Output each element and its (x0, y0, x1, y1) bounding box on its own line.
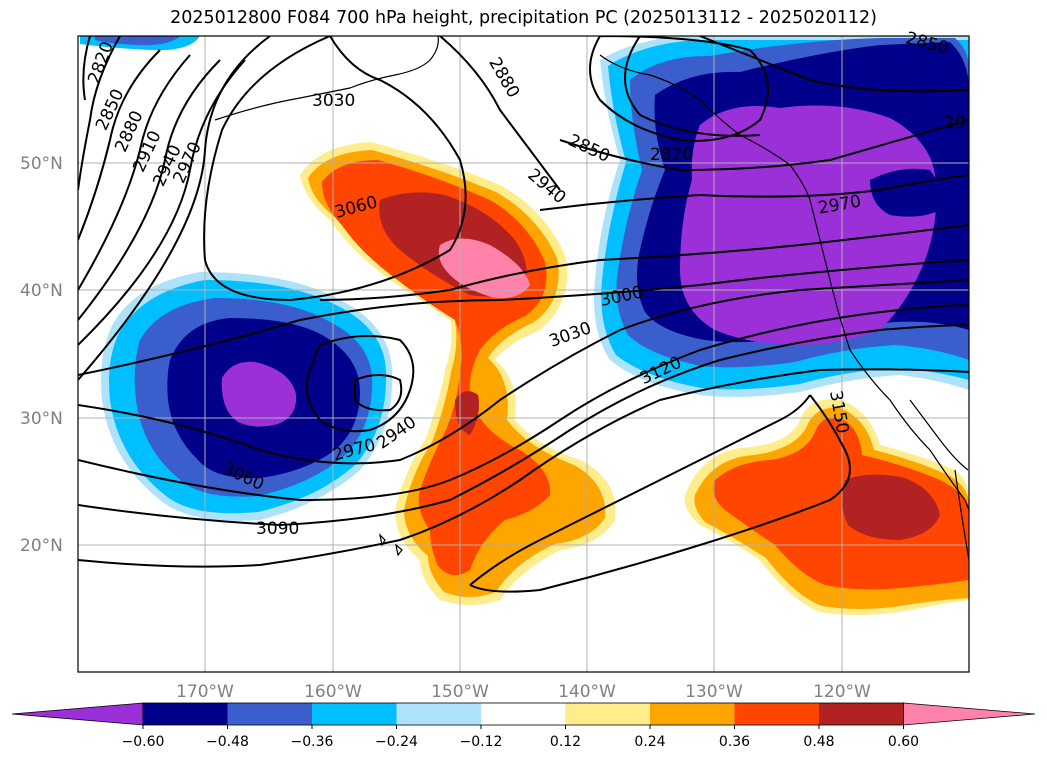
longitude-labels: 170°W 160°W 150°W 140°W 130°W 120°W (176, 682, 871, 702)
coastlines (214, 36, 969, 561)
colorbar-segment (819, 703, 904, 725)
colorbar-segment (481, 703, 566, 725)
lon-label: 120°W (813, 682, 871, 702)
colorbar-tick-label: 0.12 (550, 734, 581, 750)
colorbar-segment (565, 703, 651, 725)
colorbar-segment (396, 703, 482, 725)
colorbar-tick-label: −0.36 (291, 734, 334, 750)
contour-label: 3090 (256, 519, 299, 539)
colorbar-tick-label: −0.60 (122, 734, 165, 750)
colorbar-extend-low (11, 702, 144, 726)
colorbar-tick-label: 0.24 (634, 734, 665, 750)
lat-label: 40°N (20, 281, 63, 301)
lon-label: 170°W (176, 682, 234, 702)
lon-label: 150°W (431, 682, 489, 702)
contour-label: 3030 (312, 91, 355, 111)
lat-label: 20°N (20, 536, 63, 556)
plot-frame (77, 35, 970, 673)
lat-label: 30°N (20, 409, 63, 429)
lon-label: 130°W (685, 682, 743, 702)
contour-label: 29 (944, 113, 966, 133)
colorbar-segment (312, 703, 397, 725)
colorbar-tick-label: −0.48 (206, 734, 249, 750)
lon-label: 160°W (304, 682, 362, 702)
colorbar-tick-label: −0.12 (460, 734, 503, 750)
colorbar-segment (227, 703, 313, 725)
colorbar-extend-high (903, 702, 1036, 726)
colorbar-tick-label: 0.36 (719, 734, 750, 750)
colorbar-tick-label: 0.48 (803, 734, 834, 750)
height-contours (78, 36, 969, 593)
colorbar-tick-label: 0.60 (888, 734, 919, 750)
map-title: 2025012800 F084 700 hPa height, precipit… (170, 8, 877, 28)
colorbar-tick-label: −0.24 (375, 734, 418, 750)
colorbar-segment (734, 703, 820, 725)
contour-label: 2820 (650, 145, 693, 165)
colorbar-segment (650, 703, 735, 725)
colorbar: −0.60 −0.48 −0.36 −0.24 −0.12 0.12 0.24 0.36 0.4… (11, 702, 1036, 750)
colorbar-segment (143, 703, 228, 725)
lat-label: 50°N (20, 154, 63, 174)
latitude-labels: 50°N 40°N 30°N 20°N (20, 154, 63, 556)
lon-label: 140°W (558, 682, 616, 702)
colorbar-frame (142, 702, 904, 726)
